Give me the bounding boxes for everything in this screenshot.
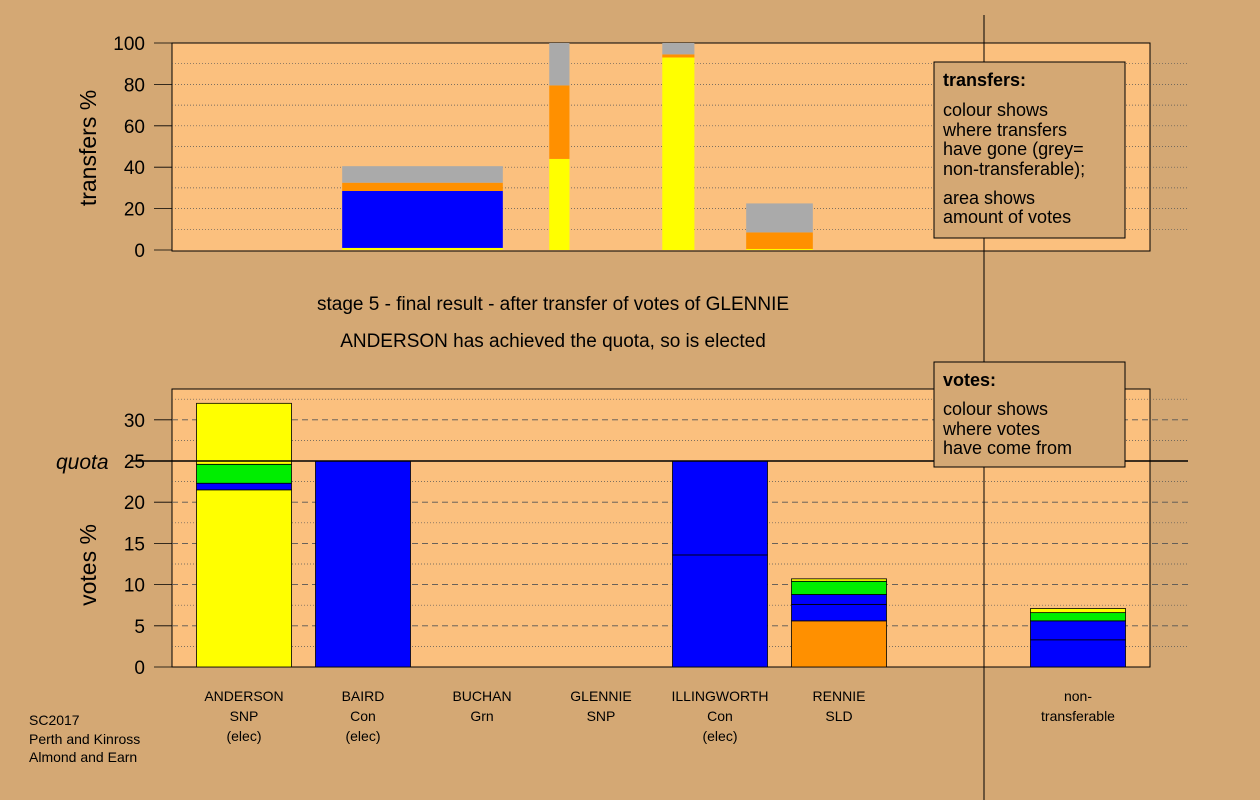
vote-bar-anderson-segment (196, 402, 292, 465)
y-tick-label: 10 (124, 576, 145, 597)
transfers-legend-line: area shows (943, 188, 1035, 208)
transfer-segment-non-transferable (549, 43, 570, 86)
transfer-segment-sld (746, 232, 813, 249)
candidate-label: Con (707, 708, 733, 724)
vote-bar-non-transferable-segment (1030, 620, 1126, 641)
vote-bar-baird-segment (315, 460, 411, 668)
candidate-label: (elec) (345, 728, 380, 744)
votes-legend-box (933, 361, 1126, 468)
transfers-y-axis-label: transfers % (75, 90, 101, 206)
votes-legend-line: have come from (943, 438, 1072, 458)
y-tick-label: 0 (134, 658, 145, 679)
y-tick-label: 30 (124, 411, 145, 432)
vote-bar-non-transferable-segment (1030, 612, 1126, 622)
footer-election: SC2017 (29, 712, 80, 728)
transfers-legend-line: where transfers (942, 120, 1067, 140)
y-tick-label: 5 (134, 617, 145, 638)
transfers-legend-title: transfers: (943, 70, 1026, 90)
candidate-label: GLENNIE (570, 688, 631, 704)
y-tick-label: 20 (124, 493, 145, 514)
votes-legend-line: where votes (942, 419, 1040, 439)
candidate-label: Con (350, 708, 376, 724)
transfer-segment-sld (342, 182, 503, 192)
vote-bar-rennie-segment (791, 603, 887, 622)
candidate-label: Grn (470, 708, 493, 724)
quota-label: quota (56, 451, 109, 474)
candidate-label: BAIRD (342, 688, 385, 704)
vote-bar-non-transferable-segment (1030, 639, 1126, 668)
transfer-segment-sld (662, 54, 695, 58)
transfer-segment-snp (342, 247, 503, 250)
transfer-segment-non-transferable (342, 166, 503, 183)
y-tick-label: 60 (124, 117, 145, 138)
candidate-label: BUCHAN (452, 688, 511, 704)
candidate-labels: ANDERSON SNP (elec) BAIRD Con (elec) BUCHAN Grn… (204, 688, 1115, 744)
vote-bar-rennie-segment (791, 594, 887, 605)
y-tick-label: 25 (124, 452, 145, 473)
candidate-label: (elec) (702, 728, 737, 744)
y-tick-label: 0 (134, 241, 145, 262)
votes-y-ticks: 0 5 10 15 20 25 30 (124, 411, 172, 679)
y-tick-label: 100 (113, 34, 145, 55)
vote-bar-rennie-segment (791, 578, 887, 582)
transfers-legend-box (933, 61, 1126, 239)
vote-bar-rennie-segment (791, 580, 887, 595)
transfer-segment-non-transferable (746, 203, 813, 233)
y-tick-label: 15 (124, 534, 145, 555)
transfers-legend-line: amount of votes (943, 207, 1071, 227)
vote-bar-non-transferable-segment (1030, 608, 1126, 614)
candidate-label: ANDERSON (204, 688, 283, 704)
transfer-segment-sld (549, 85, 570, 159)
y-tick-label: 20 (124, 200, 145, 221)
transfers-y-ticks: 0 20 40 60 80 100 (113, 34, 172, 262)
non-transferable-label: non- (1064, 688, 1092, 704)
votes-legend-title: votes: (943, 370, 996, 390)
votes-legend: votes: colour shows where votes have com… (933, 361, 1126, 468)
y-tick-label: 40 (124, 158, 145, 179)
transfers-legend-line: have gone (grey= (943, 139, 1084, 159)
candidate-label: SNP (587, 708, 616, 724)
transfers-legend-line: non-transferable); (943, 159, 1085, 179)
footer-ward: Almond and Earn (29, 749, 137, 765)
transfers-legend: transfers: colour shows where transfers … (933, 61, 1126, 239)
transfer-segment-con (342, 191, 503, 248)
footer: SC2017 Perth and Kinross Almond and Earn (29, 712, 140, 765)
vote-bar-rennie-segment (791, 620, 887, 668)
votes-y-axis-label: votes % (75, 524, 101, 606)
y-tick-label: 80 (124, 75, 145, 96)
votes-legend-line: colour shows (943, 399, 1048, 419)
transfer-segment-snp (662, 57, 695, 250)
stage-result: ANDERSON has achieved the quota, so is e… (340, 331, 766, 352)
transfer-segment-snp (746, 248, 813, 250)
footer-council: Perth and Kinross (29, 731, 140, 747)
candidate-label: RENNIE (813, 688, 866, 704)
transfer-segment-non-transferable (662, 43, 695, 55)
transfers-bars (342, 43, 813, 250)
vote-bar-anderson-segment (196, 482, 292, 491)
stage-title: stage 5 - final result - after transfer … (317, 294, 789, 315)
votes-bars (196, 402, 1126, 668)
candidate-label: (elec) (226, 728, 261, 744)
vote-bar-illingworth-segment (672, 554, 768, 668)
non-transferable-label: transferable (1041, 708, 1115, 724)
transfers-legend-line: colour shows (943, 100, 1048, 120)
vote-bar-anderson-segment (196, 463, 292, 484)
transfer-segment-snp (549, 158, 570, 250)
vote-bar-illingworth-segment (672, 460, 768, 556)
vote-bar-anderson-segment (196, 489, 292, 668)
candidate-label: SLD (825, 708, 852, 724)
candidate-label: ILLINGWORTH (672, 688, 769, 704)
candidate-label: SNP (230, 708, 259, 724)
